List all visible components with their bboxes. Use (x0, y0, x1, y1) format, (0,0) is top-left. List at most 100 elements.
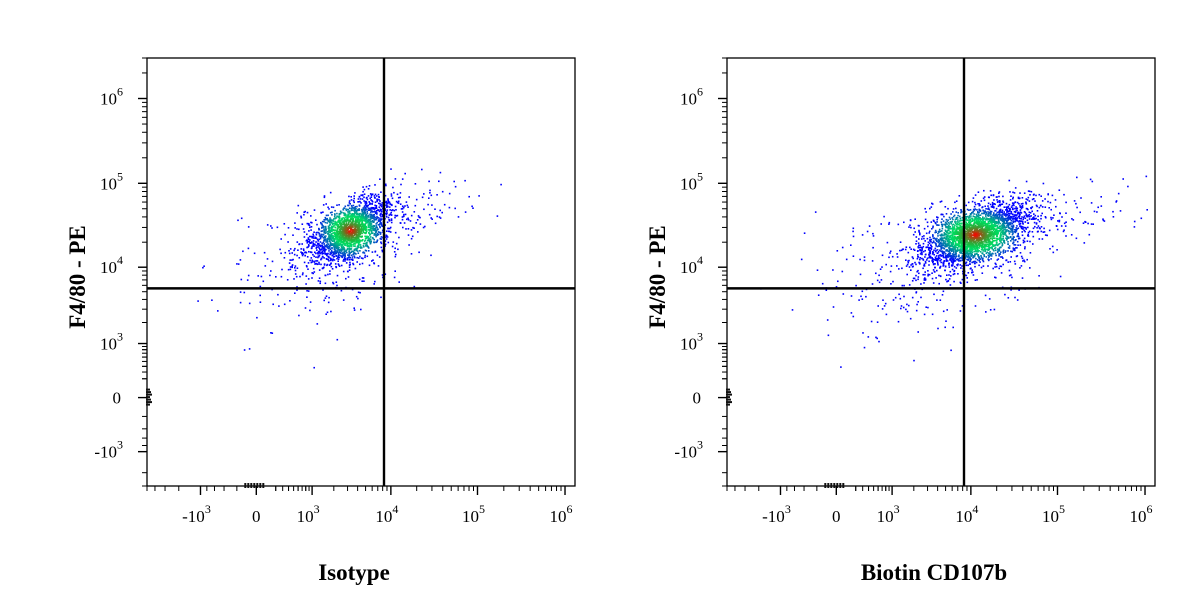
data-point (1001, 238, 1003, 240)
data-point (1042, 206, 1044, 208)
data-point (272, 332, 274, 334)
data-point (349, 259, 351, 261)
data-point (1022, 197, 1024, 199)
data-point (335, 263, 337, 265)
zero-event-mark (146, 404, 150, 406)
data-point (1089, 234, 1091, 236)
data-point (934, 271, 936, 273)
data-point (892, 281, 894, 283)
data-point (1003, 240, 1005, 242)
data-point (982, 252, 984, 254)
data-point (940, 262, 942, 264)
data-point (860, 296, 862, 298)
data-point (927, 307, 929, 309)
data-point (973, 274, 975, 276)
data-point (976, 279, 978, 281)
data-point (930, 251, 932, 253)
data-point (248, 226, 250, 228)
data-point (883, 216, 885, 218)
data-point (960, 209, 962, 211)
data-point (327, 253, 329, 255)
data-point (937, 262, 939, 264)
data-point (1076, 177, 1078, 179)
data-point (1026, 216, 1028, 218)
data-point (360, 198, 362, 200)
data-point (359, 256, 361, 258)
data-point (843, 293, 845, 295)
data-point (916, 291, 918, 293)
data-point (414, 211, 416, 213)
data-point (406, 219, 408, 221)
data-point (331, 206, 333, 208)
data-point (1063, 194, 1065, 196)
data-point (370, 236, 372, 238)
data-point (325, 249, 327, 251)
x-tick-label: 103 (297, 502, 320, 526)
data-point (924, 228, 926, 230)
data-point (859, 259, 861, 261)
data-point (933, 220, 935, 222)
data-point (995, 244, 997, 246)
data-point (365, 245, 367, 247)
data-point (897, 256, 899, 258)
data-point (996, 199, 998, 201)
data-point (994, 309, 996, 311)
data-point (318, 243, 320, 245)
data-point (378, 265, 380, 267)
data-point (292, 264, 294, 266)
data-point (291, 252, 293, 254)
data-point (343, 271, 345, 273)
data-point (1040, 195, 1042, 197)
data-point (947, 208, 949, 210)
data-point (1031, 191, 1033, 193)
data-point (1010, 240, 1012, 242)
data-point (299, 243, 301, 245)
data-point (1015, 263, 1017, 265)
data-point (917, 331, 919, 333)
data-point (958, 254, 960, 256)
data-point (880, 223, 882, 225)
data-point (908, 305, 910, 307)
data-point (908, 260, 910, 262)
data-point (309, 225, 311, 227)
data-point (1006, 211, 1008, 213)
data-point (910, 227, 912, 229)
zero-event-mark (146, 399, 151, 401)
data-point (1036, 206, 1038, 208)
data-point (1010, 229, 1012, 231)
data-point (298, 229, 300, 231)
data-point (1037, 231, 1039, 233)
data-point (325, 235, 327, 237)
data-point (373, 262, 375, 264)
data-point (928, 264, 930, 266)
data-point (804, 232, 806, 234)
data-point (380, 216, 382, 218)
data-point (998, 223, 1000, 225)
data-point (946, 309, 948, 311)
data-point (326, 215, 328, 217)
data-point (921, 252, 923, 254)
data-point (936, 238, 938, 240)
data-point (365, 243, 367, 245)
data-point (304, 231, 306, 233)
data-point (1021, 203, 1023, 205)
data-point (892, 256, 894, 258)
data-point (952, 269, 954, 271)
data-point (922, 236, 924, 238)
data-point (375, 201, 377, 203)
data-point (931, 246, 933, 248)
data-point (369, 204, 371, 206)
data-point (315, 253, 317, 255)
data-point (367, 240, 369, 242)
data-point (405, 214, 407, 216)
data-point (341, 290, 343, 292)
data-point (950, 248, 952, 250)
data-point (1028, 232, 1030, 234)
x-tick-label: 105 (462, 502, 485, 526)
data-point (1055, 206, 1057, 208)
data-point (929, 274, 931, 276)
data-point (1012, 221, 1014, 223)
data-point (951, 217, 953, 219)
data-point (394, 251, 396, 253)
data-point (1146, 209, 1148, 211)
